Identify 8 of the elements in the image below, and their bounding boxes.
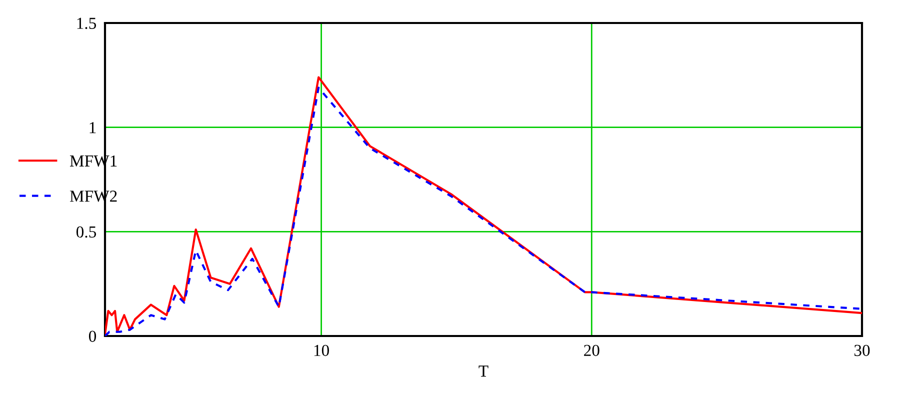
x-tick-label: 30 <box>854 344 870 356</box>
x-tick-label: 20 <box>584 344 600 356</box>
y-tick-label: 0 <box>88 330 96 342</box>
y-tick-label: 1.5 <box>77 18 96 30</box>
y-tick-label: 0.5 <box>76 226 96 238</box>
y-tick-label: 1 <box>90 122 96 134</box>
x-axis-title: T <box>478 366 488 377</box>
x-tick-label: 10 <box>314 344 329 356</box>
